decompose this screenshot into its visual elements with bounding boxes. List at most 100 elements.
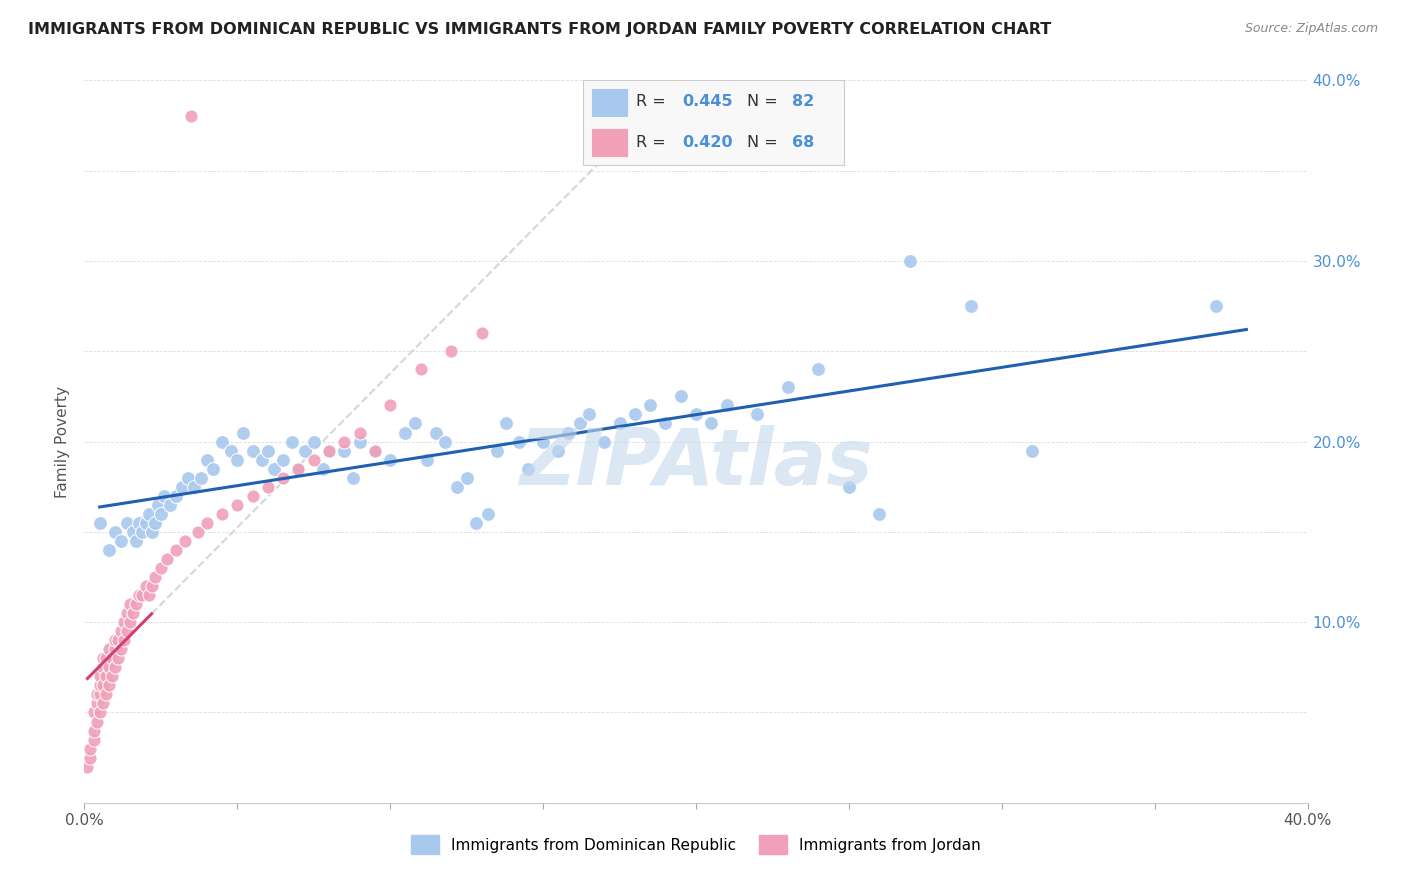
- Point: [146, 498, 169, 512]
- Point: [101, 669, 124, 683]
- Point: [380, 452, 402, 467]
- Point: [333, 434, 356, 449]
- Point: [624, 408, 647, 422]
- Point: [91, 678, 114, 692]
- Point: [568, 417, 591, 431]
- Text: N =: N =: [748, 95, 778, 110]
- Point: [122, 606, 145, 620]
- Point: [104, 660, 127, 674]
- Point: [120, 597, 142, 611]
- Point: [446, 480, 468, 494]
- Point: [380, 398, 402, 412]
- Point: [838, 480, 860, 494]
- Point: [516, 461, 538, 475]
- Point: [115, 624, 138, 639]
- Point: [425, 425, 447, 440]
- Point: [257, 443, 280, 458]
- Point: [593, 434, 616, 449]
- Point: [195, 452, 218, 467]
- Point: [83, 732, 105, 747]
- Point: [79, 750, 101, 764]
- Point: [125, 597, 148, 611]
- Point: [91, 697, 114, 711]
- Point: [700, 417, 723, 431]
- Text: 68: 68: [792, 135, 814, 150]
- Point: [131, 588, 153, 602]
- Point: [477, 507, 499, 521]
- Point: [464, 516, 486, 530]
- Point: [131, 524, 153, 539]
- Point: [94, 651, 117, 665]
- Point: [318, 443, 340, 458]
- Point: [201, 461, 224, 475]
- Point: [128, 588, 150, 602]
- Point: [333, 443, 356, 458]
- Point: [183, 480, 205, 494]
- Point: [271, 452, 294, 467]
- Point: [434, 434, 457, 449]
- Point: [107, 651, 129, 665]
- Point: [219, 443, 242, 458]
- Point: [716, 398, 738, 412]
- Point: [89, 687, 111, 701]
- Point: [776, 380, 799, 394]
- Point: [869, 507, 891, 521]
- Point: [141, 579, 163, 593]
- Point: [349, 434, 371, 449]
- Point: [557, 425, 579, 440]
- Text: 0.420: 0.420: [682, 135, 733, 150]
- Point: [211, 507, 233, 521]
- Text: IMMIGRANTS FROM DOMINICAN REPUBLIC VS IMMIGRANTS FROM JORDAN FAMILY POVERTY CORR: IMMIGRANTS FROM DOMINICAN REPUBLIC VS IM…: [28, 22, 1052, 37]
- Point: [342, 471, 364, 485]
- Point: [94, 669, 117, 683]
- Point: [226, 452, 249, 467]
- Point: [91, 651, 114, 665]
- Point: [97, 642, 120, 657]
- Point: [960, 299, 983, 313]
- Point: [165, 489, 187, 503]
- Point: [495, 417, 517, 431]
- Point: [112, 633, 135, 648]
- Point: [172, 480, 194, 494]
- Point: [349, 425, 371, 440]
- Point: [486, 443, 509, 458]
- Point: [115, 516, 138, 530]
- Point: [177, 471, 200, 485]
- Point: [242, 489, 264, 503]
- Point: [159, 498, 181, 512]
- Point: [149, 507, 172, 521]
- Point: [89, 706, 111, 720]
- Point: [135, 579, 157, 593]
- Point: [440, 344, 463, 359]
- Point: [94, 687, 117, 701]
- Text: 82: 82: [792, 95, 814, 110]
- Point: [180, 109, 202, 123]
- Point: [104, 524, 127, 539]
- Point: [508, 434, 530, 449]
- Point: [89, 678, 111, 692]
- Point: [83, 706, 105, 720]
- Point: [165, 542, 187, 557]
- Point: [416, 452, 439, 467]
- Point: [271, 471, 294, 485]
- Point: [86, 697, 108, 711]
- Point: [531, 434, 554, 449]
- Point: [135, 516, 157, 530]
- Point: [153, 489, 176, 503]
- Point: [110, 624, 132, 639]
- Point: [312, 461, 335, 475]
- Point: [257, 480, 280, 494]
- Point: [110, 642, 132, 657]
- Point: [287, 461, 309, 475]
- Point: [141, 524, 163, 539]
- Point: [125, 533, 148, 548]
- Point: [654, 417, 676, 431]
- Point: [122, 524, 145, 539]
- Point: [747, 408, 769, 422]
- Point: [143, 570, 166, 584]
- Point: [138, 588, 160, 602]
- Point: [120, 615, 142, 630]
- Point: [107, 633, 129, 648]
- Point: [302, 452, 325, 467]
- Point: [86, 714, 108, 729]
